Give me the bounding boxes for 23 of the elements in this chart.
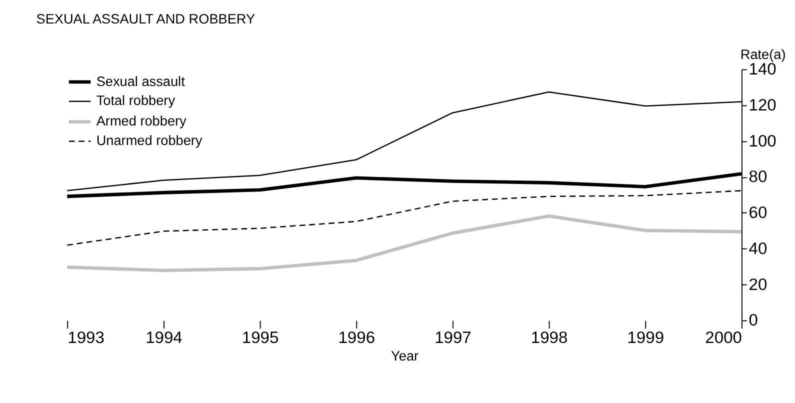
chart-title: SEXUAL ASSAULT AND ROBBERY <box>36 12 256 27</box>
x-tick-label: 1997 <box>434 328 472 348</box>
x-tick-label: 1993 <box>68 328 104 348</box>
y-tick-label: 80 <box>748 167 768 186</box>
x-tick-label: 1999 <box>627 328 664 348</box>
y-tick-label: 20 <box>748 274 768 294</box>
legend-label: Armed robbery <box>96 114 187 129</box>
x-tick-label: 1996 <box>338 328 376 348</box>
y-tick-label: 60 <box>748 203 768 222</box>
x-tick-label: 1998 <box>530 328 568 348</box>
y-tick-label: 40 <box>748 238 768 258</box>
y-axis-title: Rate(a) <box>740 47 786 62</box>
legend-label: Unarmed robbery <box>96 133 202 148</box>
x-tick-label: 1995 <box>242 328 279 348</box>
line-series <box>65 214 744 272</box>
x-axis-title: Year <box>391 348 420 364</box>
y-tick-label: 100 <box>748 131 776 150</box>
y-tick-label: 0 <box>748 310 758 330</box>
legend-label: Sexual assault <box>96 74 186 89</box>
y-tick-label: 120 <box>748 95 776 114</box>
x-tick-label: 1994 <box>146 328 182 348</box>
legend-label: Total robbery <box>96 93 176 108</box>
x-tick-label: 2000 <box>705 328 742 348</box>
